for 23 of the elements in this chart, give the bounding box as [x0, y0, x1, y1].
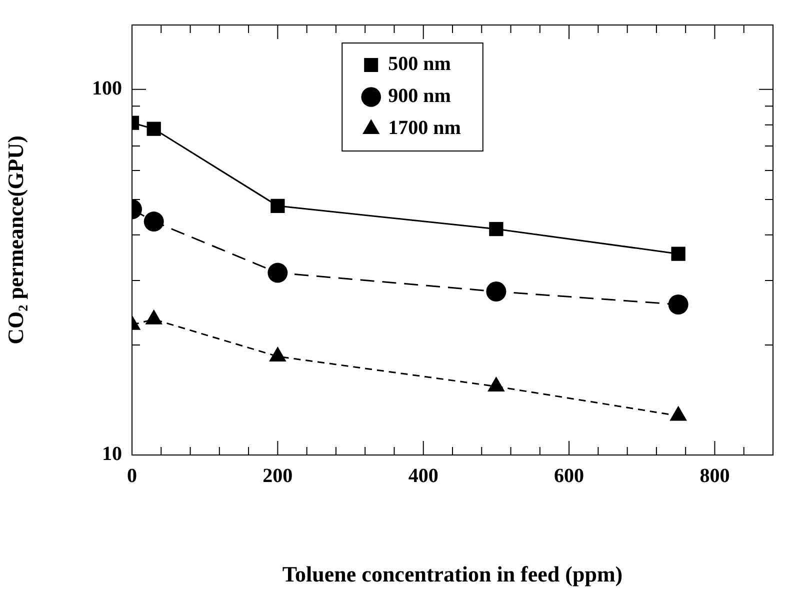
point: [145, 309, 163, 324]
point: [488, 376, 505, 392]
legend-label: 1700 nm: [388, 117, 462, 140]
legend-label: 900 nm: [388, 85, 452, 108]
point: [489, 222, 504, 236]
x-tick-label: 0: [127, 465, 137, 488]
legend-label: 500 nm: [388, 53, 452, 76]
x-tick-label: 200: [262, 465, 293, 488]
y-axis-title: CO₂ permeance(GPU): [2, 136, 28, 344]
point: [671, 246, 686, 261]
point: [486, 282, 506, 302]
point: [146, 122, 161, 136]
point: [269, 346, 286, 362]
x-axis-title: Toluene concentration in feed (ppm): [282, 561, 623, 586]
point: [270, 198, 285, 213]
x-tick-label: 800: [700, 465, 730, 488]
point: [144, 212, 164, 232]
y-tick-label: 100: [92, 78, 122, 100]
x-tick-label: 600: [554, 465, 584, 488]
x-tick-label: 400: [408, 465, 438, 488]
point: [670, 406, 687, 421]
y-tick-label: 10: [102, 443, 122, 466]
point: [268, 262, 288, 283]
